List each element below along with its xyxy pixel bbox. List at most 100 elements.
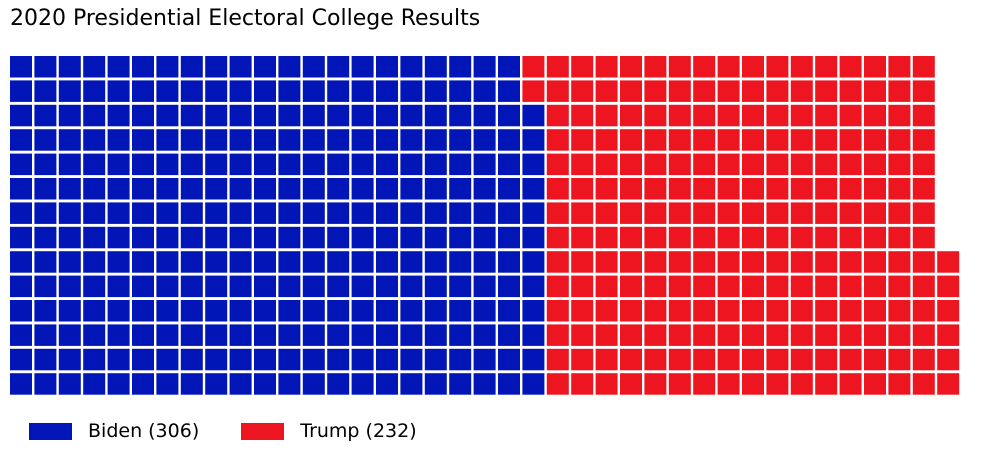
waffle-cell-trump	[791, 129, 813, 151]
waffle-cell-biden	[83, 105, 105, 127]
waffle-cell-biden	[303, 324, 325, 346]
waffle-cell-biden	[400, 300, 422, 322]
waffle-cell-trump	[864, 373, 886, 395]
waffle-cell-biden	[400, 227, 422, 249]
waffle-cell-biden	[156, 202, 178, 224]
waffle-cell-trump	[864, 80, 886, 102]
waffle-cell-biden	[278, 349, 300, 371]
waffle-cell-trump	[742, 105, 764, 127]
waffle-cell-biden	[230, 202, 252, 224]
waffle-cell-biden	[376, 178, 398, 200]
waffle-cell-biden	[132, 324, 154, 346]
waffle-cell-biden	[10, 56, 32, 78]
waffle-cell-trump	[693, 129, 715, 151]
waffle-cell-trump	[571, 56, 593, 78]
waffle-cell-trump	[913, 227, 935, 249]
waffle-cell-trump	[840, 154, 862, 176]
waffle-cell-biden	[474, 178, 496, 200]
waffle-cell-trump	[840, 324, 862, 346]
waffle-cell-trump	[718, 300, 740, 322]
waffle-cell-biden	[10, 373, 32, 395]
waffle-cell-biden	[34, 129, 56, 151]
waffle-cell-biden	[156, 80, 178, 102]
waffle-cell-biden	[425, 129, 447, 151]
waffle-cell-biden	[108, 80, 130, 102]
waffle-cell-biden	[376, 251, 398, 273]
waffle-cell-biden	[303, 178, 325, 200]
waffle-cell-biden	[303, 251, 325, 273]
waffle-cell-biden	[156, 56, 178, 78]
waffle-cell-trump	[888, 251, 910, 273]
waffle-cell-trump	[791, 276, 813, 298]
waffle-cell-trump	[864, 129, 886, 151]
waffle-cell-biden	[376, 300, 398, 322]
waffle-cell-trump	[864, 56, 886, 78]
waffle-cell-trump	[913, 349, 935, 371]
waffle-cell-biden	[156, 129, 178, 151]
waffle-cell-trump	[864, 178, 886, 200]
waffle-cell-biden	[522, 251, 544, 273]
waffle-cell-biden	[132, 300, 154, 322]
waffle-cell-trump	[644, 373, 666, 395]
waffle-cell-biden	[205, 276, 227, 298]
waffle-cell-trump	[596, 129, 618, 151]
waffle-cell-biden	[181, 129, 203, 151]
waffle-cell-biden	[278, 80, 300, 102]
waffle-cell-biden	[449, 373, 471, 395]
waffle-cell-trump	[669, 300, 691, 322]
waffle-cell-biden	[376, 227, 398, 249]
waffle-cell-biden	[278, 105, 300, 127]
waffle-cell-trump	[815, 276, 837, 298]
waffle-cell-trump	[718, 80, 740, 102]
waffle-cell-biden	[425, 300, 447, 322]
waffle-cell-biden	[108, 129, 130, 151]
waffle-cell-biden	[498, 129, 520, 151]
waffle-cell-trump	[547, 324, 569, 346]
waffle-cell-trump	[718, 202, 740, 224]
waffle-cell-biden	[498, 154, 520, 176]
waffle-cell-trump	[815, 227, 837, 249]
waffle-cell-biden	[59, 105, 81, 127]
waffle-cell-trump	[596, 202, 618, 224]
waffle-cell-trump	[596, 251, 618, 273]
waffle-cell-biden	[230, 227, 252, 249]
waffle-cell-biden	[10, 129, 32, 151]
waffle-cell-biden	[498, 349, 520, 371]
waffle-cell-biden	[181, 349, 203, 371]
waffle-cell-biden	[474, 129, 496, 151]
waffle-cell-biden	[425, 56, 447, 78]
waffle-cell-biden	[522, 300, 544, 322]
waffle-cell-biden	[205, 227, 227, 249]
waffle-cell-biden	[132, 154, 154, 176]
waffle-cell-trump	[840, 202, 862, 224]
waffle-cell-biden	[327, 202, 349, 224]
waffle-cell-biden	[254, 276, 276, 298]
waffle-cell-biden	[108, 324, 130, 346]
waffle-cell-biden	[59, 227, 81, 249]
waffle-cell-trump	[718, 349, 740, 371]
waffle-cell-biden	[449, 56, 471, 78]
legend-label-trump: Trump (232)	[300, 420, 416, 442]
waffle-cell-trump	[547, 276, 569, 298]
waffle-cell-trump	[644, 80, 666, 102]
waffle-cell-biden	[254, 129, 276, 151]
waffle-cell-biden	[205, 349, 227, 371]
waffle-cell-biden	[474, 80, 496, 102]
waffle-cell-trump	[644, 251, 666, 273]
waffle-cell-trump	[840, 373, 862, 395]
waffle-cell-biden	[108, 300, 130, 322]
waffle-cell-trump	[840, 56, 862, 78]
waffle-cell-biden	[205, 56, 227, 78]
waffle-cell-trump	[888, 105, 910, 127]
waffle-cell-biden	[449, 300, 471, 322]
waffle-cell-trump	[693, 202, 715, 224]
waffle-cell-trump	[815, 105, 837, 127]
waffle-cell-biden	[205, 202, 227, 224]
waffle-cell-trump	[571, 105, 593, 127]
waffle-cell-biden	[400, 154, 422, 176]
waffle-cell-biden	[498, 373, 520, 395]
waffle-cell-trump	[864, 300, 886, 322]
waffle-cell-biden	[254, 105, 276, 127]
waffle-cell-biden	[230, 349, 252, 371]
waffle-cell-trump	[669, 178, 691, 200]
